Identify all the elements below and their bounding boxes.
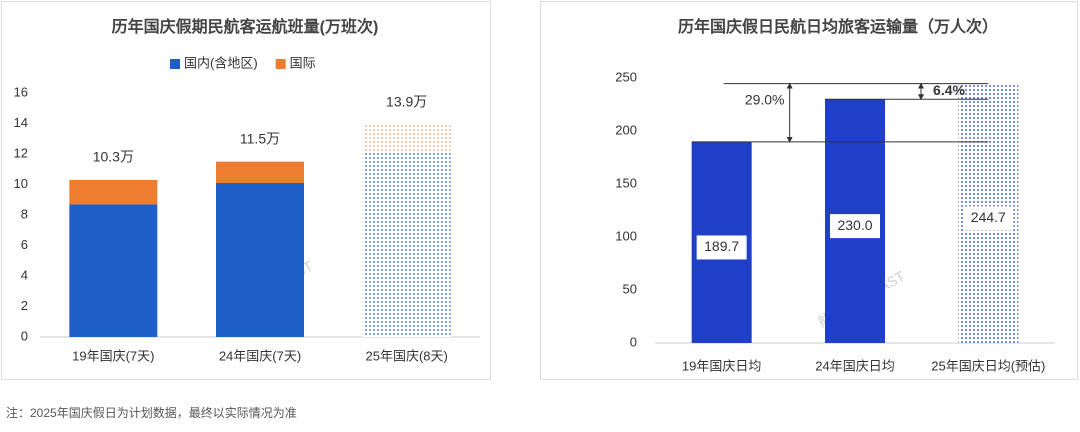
bar-segment bbox=[362, 125, 451, 151]
total-label: 13.9万 bbox=[386, 94, 427, 110]
legend-swatch bbox=[275, 59, 286, 69]
bar-segment bbox=[69, 204, 158, 337]
x-tick-label: 25年国庆(8天) bbox=[365, 348, 447, 363]
y-tick-label: 250 bbox=[615, 69, 637, 84]
bar-segment bbox=[362, 150, 451, 337]
value-label: 189.7 bbox=[704, 238, 739, 254]
legend-swatch bbox=[170, 59, 180, 69]
y-tick-label: 0 bbox=[630, 334, 637, 349]
y-tick-label: 0 bbox=[21, 328, 28, 343]
y-tick-label: 16 bbox=[14, 84, 28, 99]
chart-title: 历年国庆假日民航日均旅客运输量（万人次） bbox=[678, 17, 998, 36]
y-tick-label: 150 bbox=[615, 175, 637, 190]
panel bbox=[540, 1, 1078, 380]
x-tick-label: 24年国庆日均 bbox=[815, 358, 894, 373]
y-tick-label: 10 bbox=[14, 176, 28, 191]
panel bbox=[1, 1, 491, 380]
x-tick-label: 25年国庆日均(预估) bbox=[931, 358, 1045, 373]
y-tick-label: 50 bbox=[623, 281, 637, 296]
chart-title: 历年国庆假期民航客运航班量(万班次) bbox=[112, 17, 379, 36]
footnote: 注：2025年国庆假日为计划数据，最终以实际情况为准 bbox=[6, 405, 297, 420]
total-label: 10.3万 bbox=[93, 149, 134, 165]
bar-segment bbox=[216, 161, 304, 183]
x-tick-label: 19年国庆(7天) bbox=[72, 348, 154, 363]
annotation: 29.0% bbox=[745, 91, 785, 107]
value-label-box bbox=[830, 214, 880, 239]
y-tick-label: 14 bbox=[14, 115, 28, 130]
y-tick-label: 4 bbox=[21, 267, 28, 282]
y-tick-label: 12 bbox=[14, 145, 28, 160]
value-label-box bbox=[963, 206, 1014, 231]
bar-segment bbox=[69, 179, 158, 205]
total-label: 11.5万 bbox=[240, 130, 280, 146]
annotation: 6.4% bbox=[933, 82, 965, 98]
value-label-box bbox=[696, 235, 747, 260]
y-tick-label: 6 bbox=[21, 237, 28, 252]
y-tick-label: 8 bbox=[21, 206, 28, 221]
y-tick-label: 100 bbox=[615, 228, 637, 243]
y-tick-label: 2 bbox=[21, 298, 28, 313]
legend-label: 国内(含地区) bbox=[184, 55, 258, 70]
bar-segment bbox=[216, 182, 304, 337]
y-tick-label: 200 bbox=[615, 122, 637, 137]
value-label: 230.0 bbox=[837, 217, 872, 233]
value-label: 244.7 bbox=[971, 209, 1006, 225]
legend-label: 国际 bbox=[290, 55, 316, 70]
x-tick-label: 19年国庆日均 bbox=[682, 358, 761, 373]
x-tick-label: 24年国庆(7天) bbox=[219, 348, 301, 363]
